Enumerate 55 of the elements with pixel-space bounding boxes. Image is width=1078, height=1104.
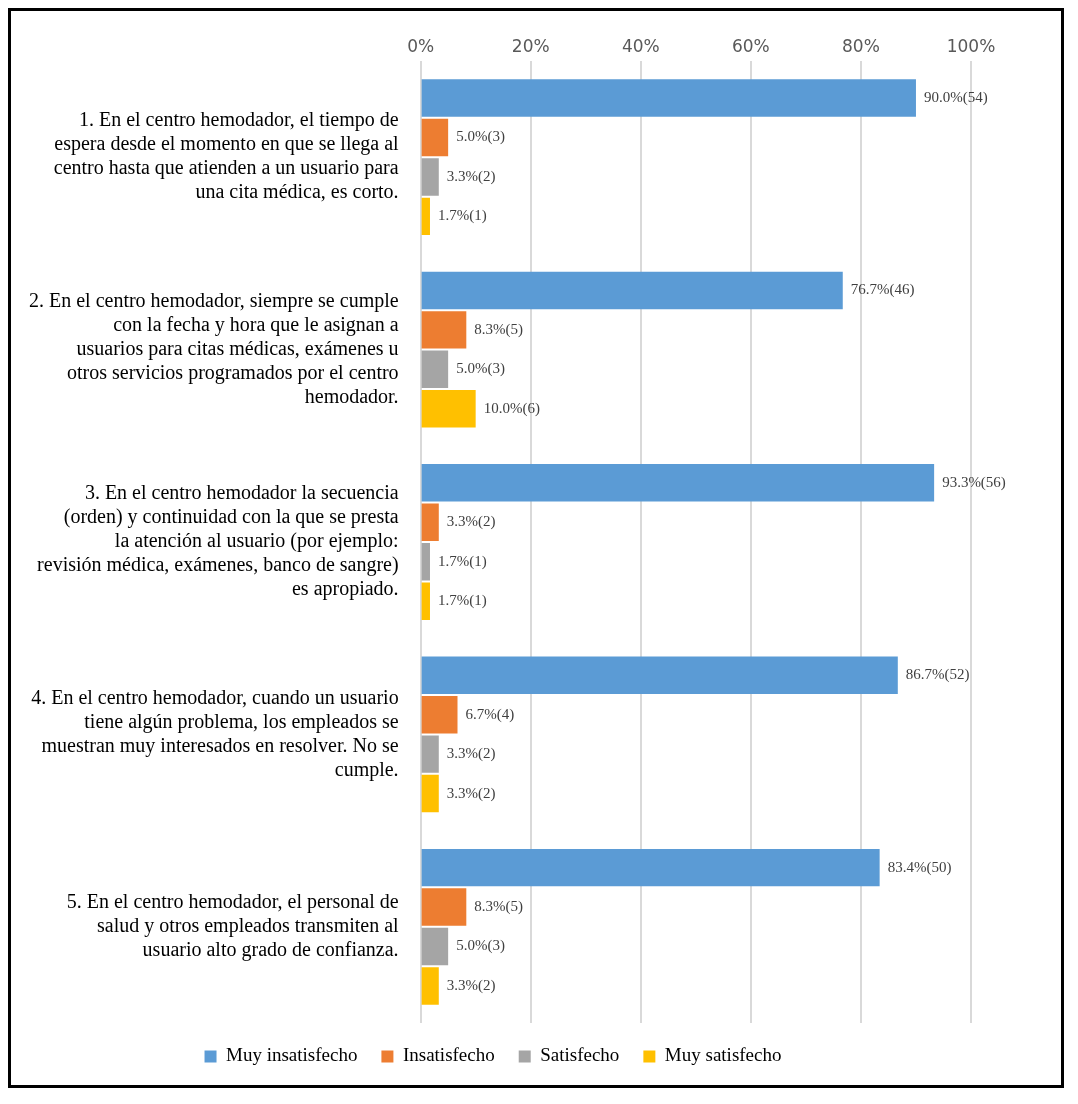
legend-label: Muy satisfecho	[664, 1044, 782, 1066]
data-label: 86.7%(52)	[905, 666, 970, 684]
data-label: 8.3%(5)	[474, 898, 524, 916]
x-tick-label: 20%	[511, 36, 550, 57]
y-tick-label: 2. En el centro hemodador, siempre se cumple con la fecha y hora que le asignan a usuarios para citas médicas, exámenes u otros servicios programados por el centro hemodador.	[28, 288, 399, 407]
data-label: 90.0%(54)	[923, 88, 988, 106]
bar	[421, 311, 467, 349]
data-label: 76.7%(46)	[850, 281, 915, 299]
bar	[421, 464, 935, 502]
bar	[421, 927, 449, 966]
bar	[421, 390, 476, 428]
bar	[421, 158, 439, 196]
y-tick-label: 3. En el centro hemodador la secuencia (orden) y continuidad con la que se presta la atención al usuario (por ejemplo: revisión médica, exámenes, banco de sangre) es apropiado.	[37, 481, 399, 601]
bar	[421, 503, 439, 542]
data-label: 5.0%(3)	[456, 128, 505, 146]
bar	[421, 848, 880, 887]
data-label: 1.7%(1)	[437, 207, 487, 225]
bar	[421, 735, 439, 773]
data-label: 1.7%(1)	[437, 592, 487, 610]
x-tick-label: 80%	[842, 36, 880, 57]
data-label: 5.0%(3)	[456, 937, 505, 955]
data-label: 3.3%(2)	[446, 784, 496, 802]
bar	[421, 118, 449, 157]
x-tick-label: 60%	[731, 36, 770, 57]
data-label: 6.7%(4)	[465, 705, 515, 723]
legend-label: Satisfecho	[540, 1044, 620, 1066]
data-label: 10.0%(6)	[483, 399, 540, 417]
x-tick-label: 0%	[407, 36, 435, 57]
bar	[421, 888, 467, 926]
legend-label: Muy insatisfecho	[226, 1044, 358, 1066]
data-label: 3.3%(2)	[446, 976, 496, 994]
data-label: 1.7%(1)	[437, 552, 487, 570]
data-label: 5.0%(3)	[456, 360, 505, 378]
y-tick-label: 1. En el centro hemodador, el tiempo de espera desde el momento en que se llega al centro hasta que atienden a un usuario para una cita médica, es corto.	[53, 108, 400, 203]
data-label: 93.3%(56)	[942, 473, 1006, 491]
bar	[421, 656, 898, 694]
legend-label: Insatisfecho	[402, 1044, 495, 1066]
data-label: 3.3%(2)	[446, 167, 496, 185]
bar	[421, 582, 430, 620]
bar	[421, 271, 843, 310]
bar	[421, 542, 430, 581]
y-tick-label: 5. En el centro hemodador, el personal de salud y otros empleados transmiten al usuario alto grado de confianza.	[66, 890, 400, 962]
data-label: 3.3%(2)	[446, 513, 496, 531]
bar	[421, 79, 916, 117]
bar	[421, 967, 439, 1005]
bar	[421, 197, 430, 236]
x-tick-label: 100%	[946, 36, 996, 57]
bar	[421, 350, 449, 389]
data-label: 3.3%(2)	[446, 745, 496, 763]
x-tick-label: 40%	[621, 36, 660, 57]
bar	[421, 774, 439, 813]
bar	[421, 695, 458, 734]
data-label: 83.4%(50)	[887, 858, 952, 876]
data-label: 8.3%(5)	[474, 320, 524, 338]
y-tick-label: 4. En el centro hemodador, cuando un usuario tiene algún problema, los empleados se muestran muy interesados en resolver. No se cumple.	[31, 685, 399, 781]
